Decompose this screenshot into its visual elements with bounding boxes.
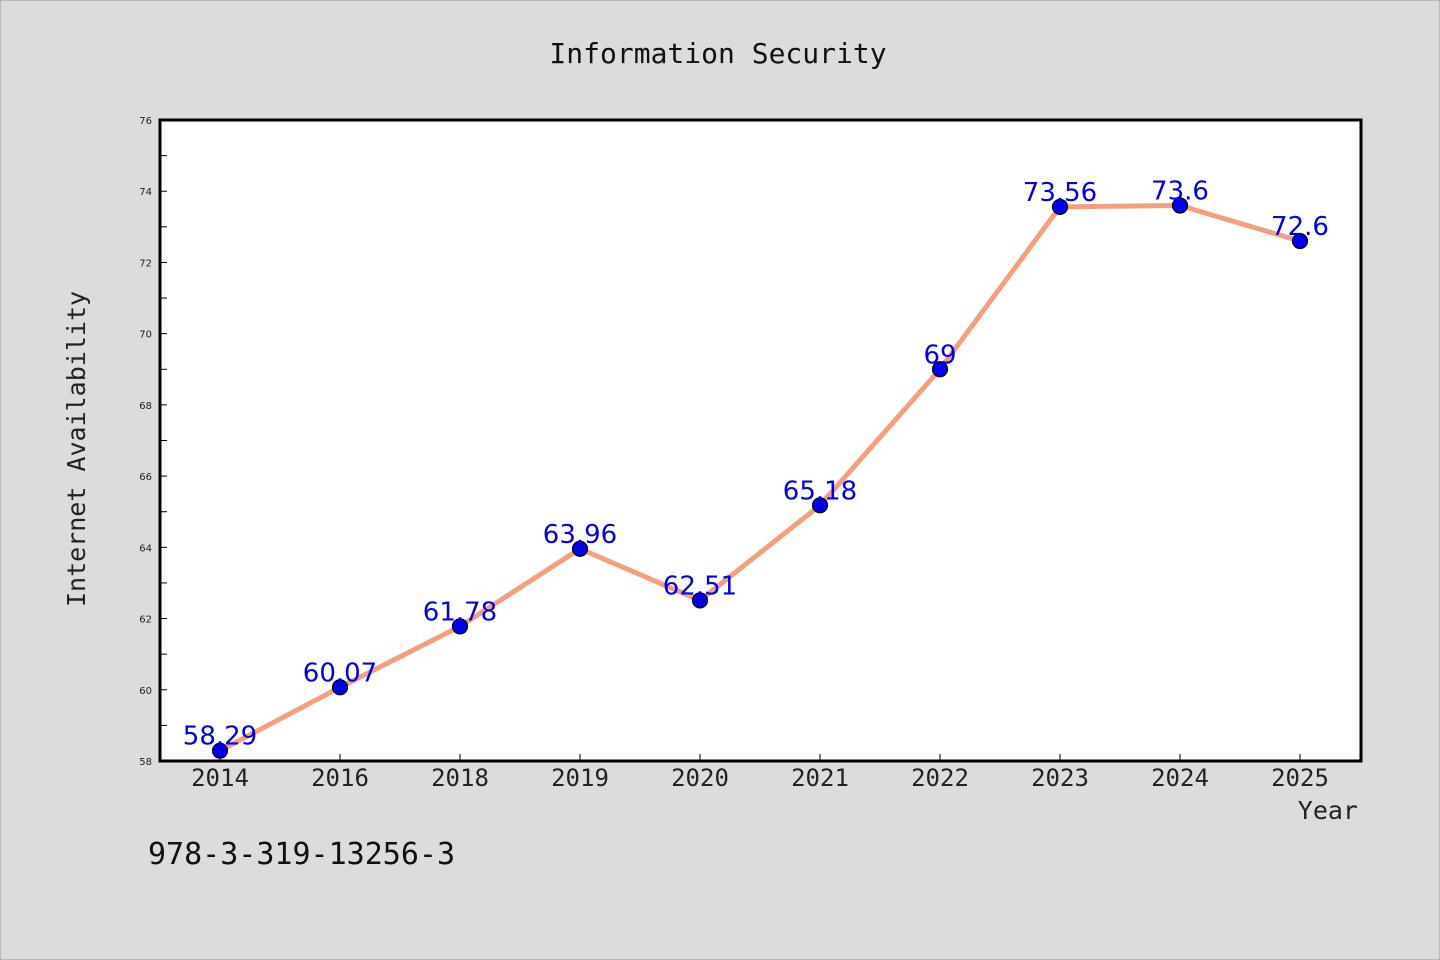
data-label: 58.29 xyxy=(183,722,257,752)
series-line xyxy=(217,202,1303,754)
data-point-marker xyxy=(1291,232,1309,250)
x-tick-label: 2025 xyxy=(1271,764,1329,792)
data-point-marker xyxy=(331,679,349,696)
footer-isbn: 978-3-319-13256-3 xyxy=(148,837,455,872)
y-axis-label: Internet Availability xyxy=(62,291,91,607)
y-tick-label: 64 xyxy=(139,543,152,554)
data-point-marker xyxy=(691,592,709,609)
x-tick-label: 2024 xyxy=(1151,764,1209,792)
data-point-marker xyxy=(571,540,589,557)
y-tick-label: 62 xyxy=(139,615,152,626)
x-axis: 2014 2016 2018 2019 2020 2021 2022 2023 2024 2025 xyxy=(191,754,1329,792)
x-axis-label: Year xyxy=(1298,796,1358,825)
y-tick-label: 74 xyxy=(139,187,152,198)
data-point-marker xyxy=(1171,197,1189,214)
x-tick-label: 2023 xyxy=(1031,764,1089,792)
x-tick-label: 2014 xyxy=(191,764,249,792)
y-tick-label: 68 xyxy=(139,401,152,412)
y-tick-label: 70 xyxy=(139,330,152,341)
data-point-marker xyxy=(931,361,949,378)
series-line-group xyxy=(211,197,1309,759)
chart-title: Information Security xyxy=(549,37,886,70)
x-tick-label: 2019 xyxy=(551,764,609,792)
data-label-group: 58.29 60.07 61.78 63.96 62.51 65.18 69 73.56 73.… xyxy=(183,176,1329,751)
data-point-marker xyxy=(1051,198,1069,215)
y-tick-label: 76 xyxy=(139,116,152,127)
x-tick-label: 2021 xyxy=(791,764,849,792)
y-tick-label: 58 xyxy=(139,757,152,768)
data-label: 62.51 xyxy=(663,571,737,601)
data-label: 69 xyxy=(923,340,956,370)
plot-area xyxy=(160,120,1361,761)
data-label: 73.56 xyxy=(1023,178,1097,208)
data-point-marker xyxy=(811,497,829,514)
x-tick-label: 2020 xyxy=(671,764,729,792)
data-label: 63.96 xyxy=(543,520,617,550)
data-label: 60.07 xyxy=(303,658,377,688)
plot-frame xyxy=(158,118,1363,763)
y-tick-label: 72 xyxy=(139,258,152,269)
data-label: 61.78 xyxy=(423,597,497,627)
data-label: 72.6 xyxy=(1271,212,1329,242)
data-label: 65.18 xyxy=(783,476,857,506)
y-axis: 58 60 62 64 66 68 70 72 74 76 xyxy=(139,116,167,768)
x-tick-label: 2018 xyxy=(431,764,489,792)
y-tick-label: 66 xyxy=(139,472,152,483)
x-tick-label: 2016 xyxy=(311,764,369,792)
data-point-marker xyxy=(451,618,469,635)
y-tick-label: 60 xyxy=(139,686,152,697)
data-label: 73.6 xyxy=(1151,176,1209,206)
data-point-marker xyxy=(211,742,229,759)
x-tick-label: 2022 xyxy=(911,764,969,792)
